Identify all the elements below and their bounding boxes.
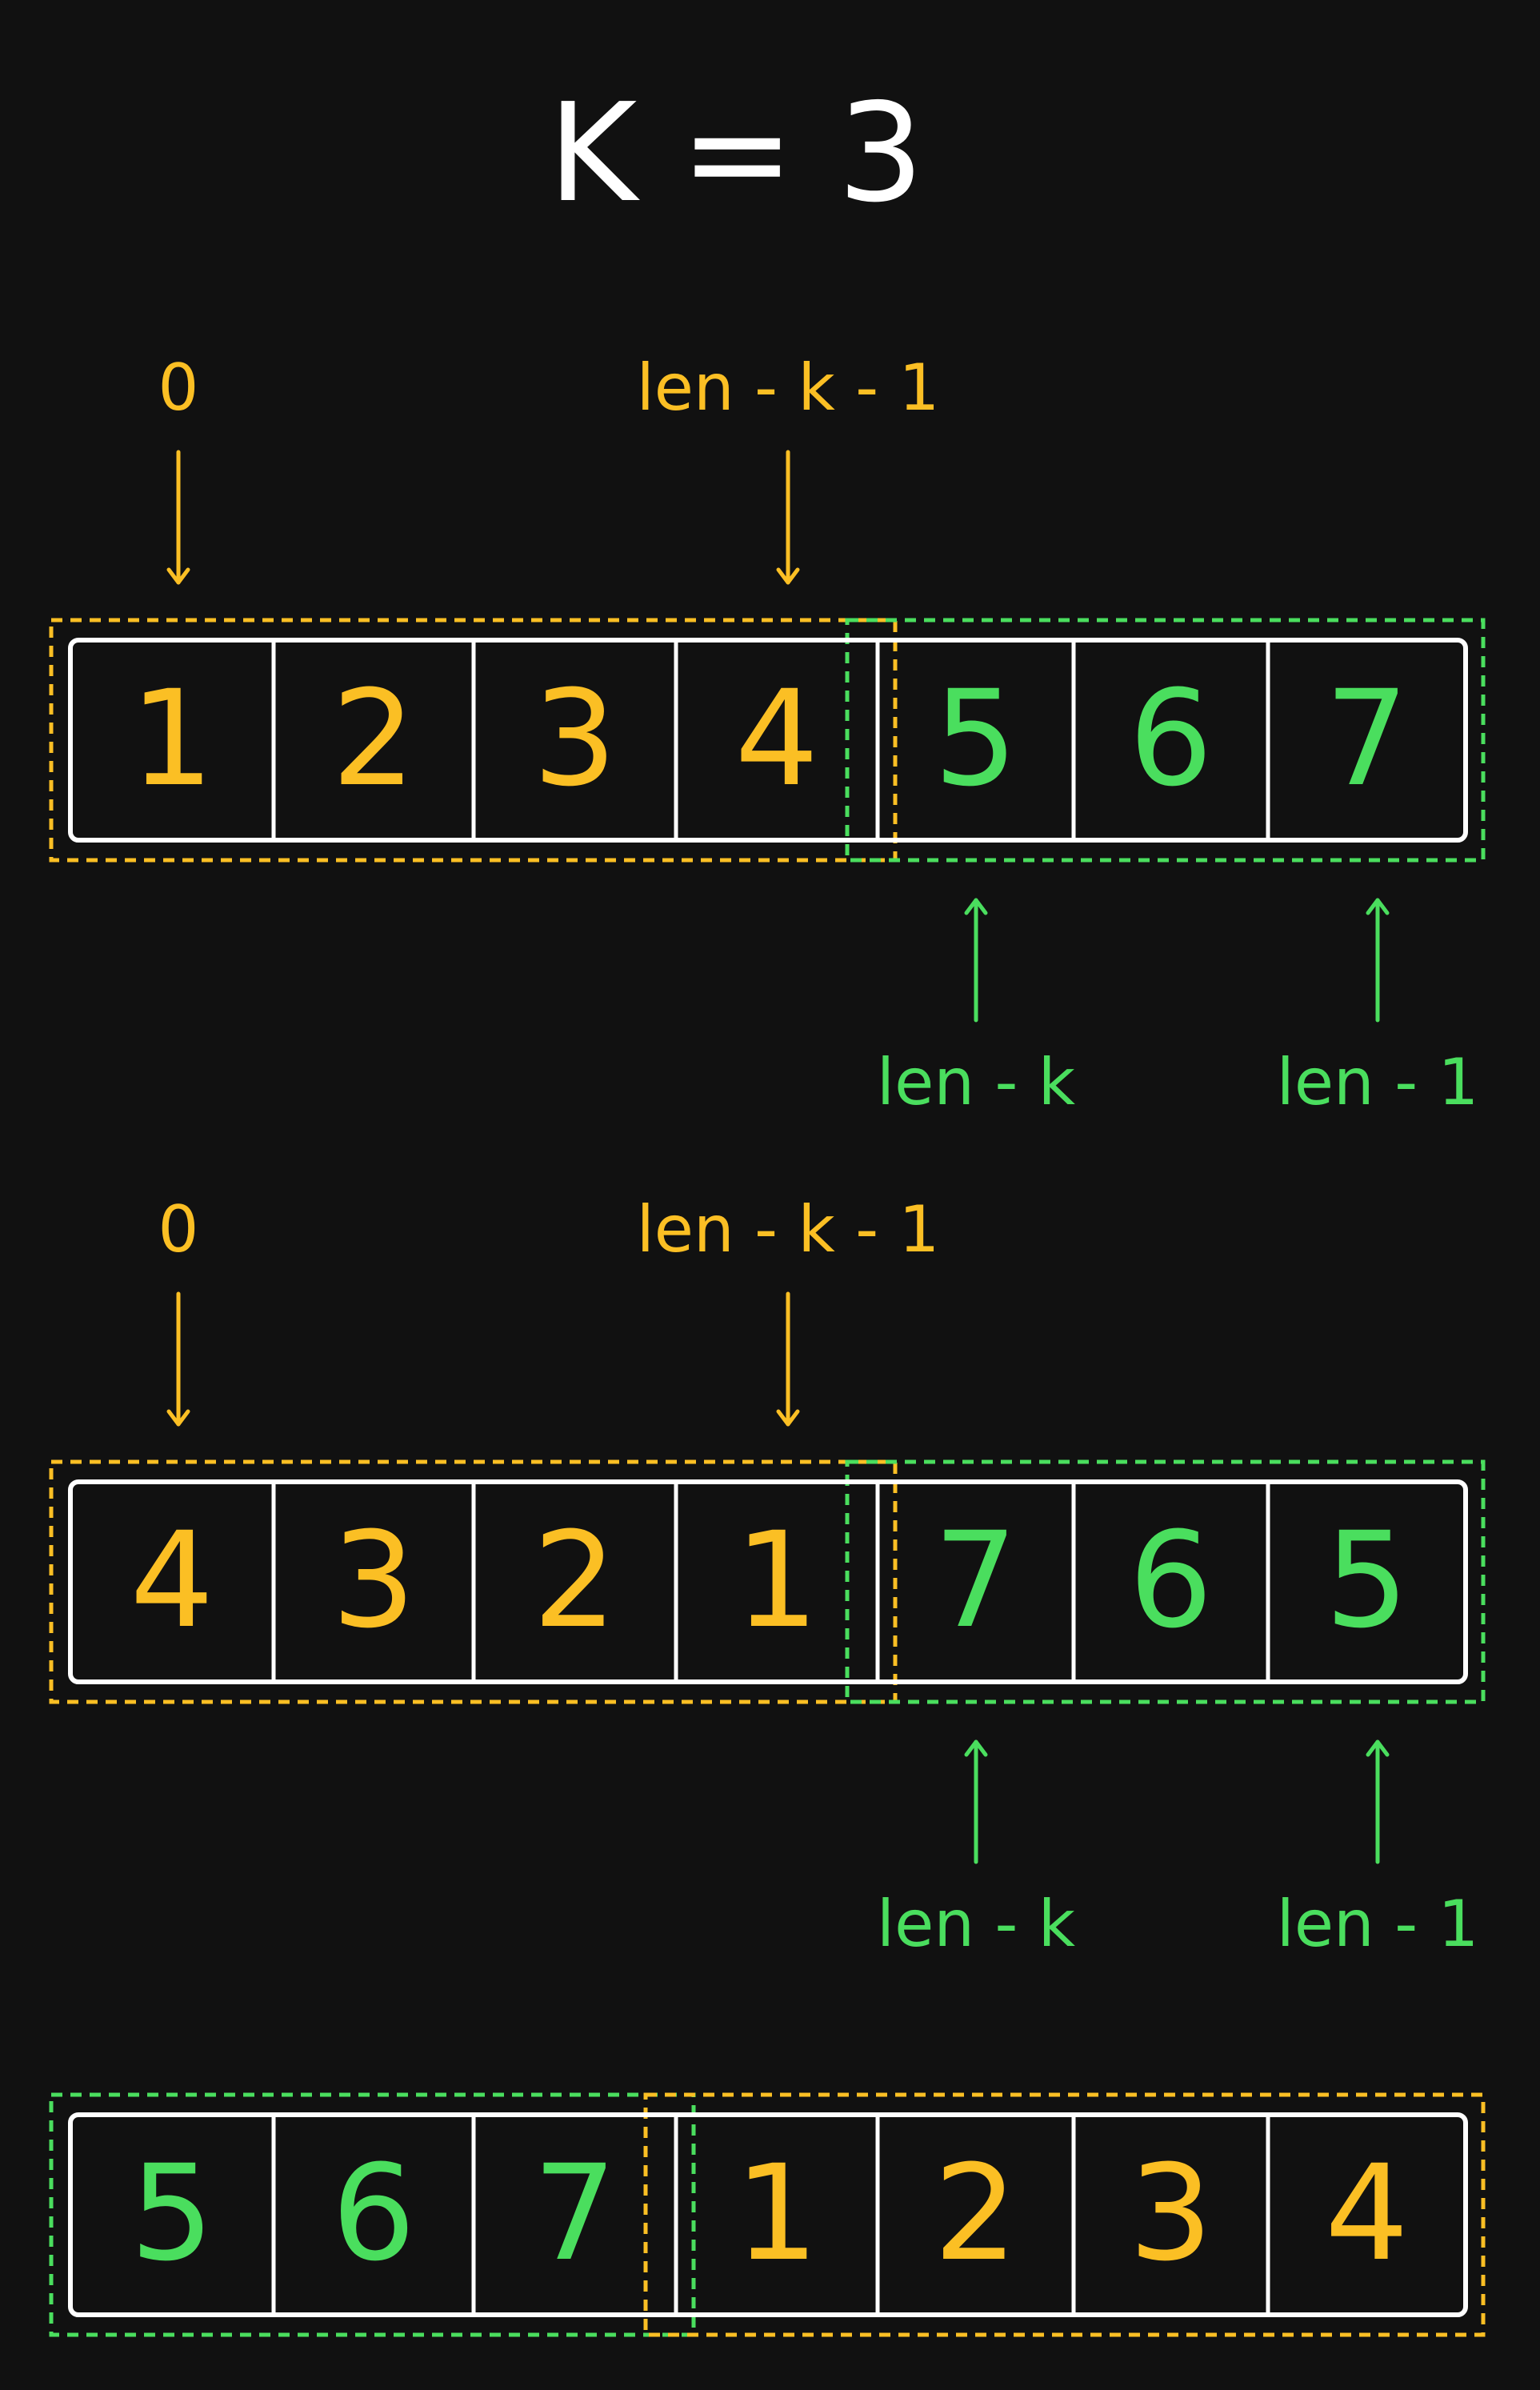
arrow-down-head — [776, 567, 800, 585]
array-cell-value: 1 — [735, 2136, 819, 2290]
array-cell-value: 4 — [130, 1503, 214, 1657]
dashed-group-green — [845, 1459, 1486, 1704]
arrow-up-head — [964, 1739, 988, 1757]
index-label-bottom: len - 1 — [1277, 1887, 1479, 1961]
array-cell-value: 1 — [130, 662, 214, 815]
array-cell-value: 2 — [533, 1503, 617, 1657]
array-cell-value: 4 — [735, 662, 819, 815]
dashed-group-orange — [49, 1459, 898, 1704]
dashed-group-green — [845, 618, 1486, 863]
index-label-bottom: len - k — [877, 1045, 1076, 1119]
array-cell-value: 5 — [934, 662, 1018, 815]
array-row-1: 1 2 3 4 5 6 7 0 len - k - 1 len - k len - 1 — [49, 350, 1486, 1119]
dashed-group-orange — [643, 2092, 1486, 2337]
arrow-up-head — [964, 898, 988, 915]
arrow-up-head — [1366, 898, 1390, 915]
array-cell-value: 3 — [1129, 2136, 1213, 2290]
arrow-down-head — [166, 567, 190, 585]
diagram-title: K = 3 — [548, 74, 924, 233]
array-cell-value: 6 — [1129, 1503, 1213, 1657]
array-cell-value: 6 — [332, 2136, 416, 2290]
array-cell-value: 2 — [332, 662, 416, 815]
array-cell-value: 5 — [130, 2136, 214, 2290]
arrow-down-head — [166, 1409, 190, 1427]
index-label-top: len - k - 1 — [637, 1192, 940, 1267]
array-cell-value: 5 — [1325, 1503, 1409, 1657]
index-label-top: len - k - 1 — [637, 350, 940, 425]
arrow-up-head — [1366, 1739, 1390, 1757]
index-label-bottom: len - 1 — [1277, 1045, 1479, 1119]
array-cell-value: 3 — [332, 1503, 416, 1657]
array-cell-value: 1 — [735, 1503, 819, 1657]
array-box — [68, 1479, 1468, 1684]
dashed-group-orange — [49, 618, 898, 863]
array-box — [68, 638, 1468, 843]
index-label-bottom: len - k — [877, 1887, 1076, 1961]
array-cell-value: 7 — [934, 1503, 1018, 1657]
array-cell-value: 6 — [1129, 662, 1213, 815]
array-cell-value: 4 — [1325, 2136, 1409, 2290]
arrow-down-head — [776, 1409, 800, 1427]
array-row-2: 4 3 2 1 7 6 5 0 len - k - 1 len - k len - 1 — [49, 1192, 1486, 1961]
array-cell-value: 3 — [533, 662, 617, 815]
array-box — [68, 2112, 1468, 2317]
array-cell-value: 7 — [533, 2136, 617, 2290]
index-label-top: 0 — [158, 350, 199, 425]
array-cell-value: 7 — [1325, 662, 1409, 815]
array-cell-value: 2 — [934, 2136, 1018, 2290]
index-label-top: 0 — [158, 1192, 199, 1267]
